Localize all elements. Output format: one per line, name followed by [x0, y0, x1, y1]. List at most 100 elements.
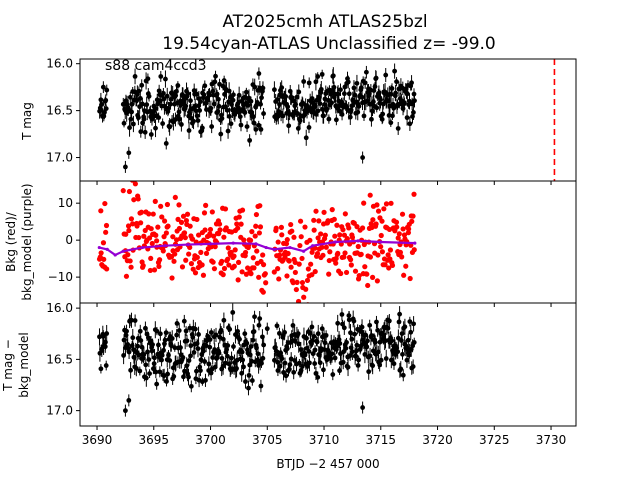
bkg-point — [247, 237, 254, 243]
bkg-point — [120, 188, 126, 194]
data-point — [318, 86, 324, 92]
bkg-point — [403, 263, 409, 269]
data-point — [338, 87, 343, 93]
data-point — [364, 344, 370, 350]
bkg-point — [131, 197, 137, 203]
data-point — [163, 76, 168, 82]
data-point — [190, 334, 196, 340]
data-point — [230, 97, 236, 103]
data-point — [249, 358, 255, 364]
bkg-point — [329, 207, 335, 213]
data-point — [335, 320, 341, 326]
bkg-point — [134, 223, 140, 229]
bkg-point — [176, 202, 182, 208]
bkg-point — [146, 211, 152, 217]
data-point — [370, 99, 376, 105]
data-point — [240, 357, 246, 363]
bkg-point — [169, 275, 175, 281]
bkg-point — [98, 250, 104, 256]
data-point — [250, 337, 256, 343]
bkg-point — [221, 265, 228, 272]
data-point — [328, 356, 334, 362]
bkg-point — [132, 169, 137, 174]
bkg-model-point — [254, 242, 258, 246]
bkg-point — [379, 249, 385, 255]
bkg-point — [367, 254, 374, 260]
data-point — [258, 383, 264, 389]
data-point — [255, 351, 261, 357]
data-point — [212, 347, 218, 352]
bkg-point — [217, 227, 223, 233]
data-point — [346, 91, 352, 97]
data-point — [383, 72, 389, 78]
data-point — [275, 359, 281, 365]
bkg-point — [202, 227, 208, 233]
bkg-point — [301, 294, 307, 300]
data-point — [157, 369, 163, 375]
bkg-point — [253, 211, 260, 218]
bkg-point — [123, 273, 130, 279]
bkg-point — [362, 264, 368, 270]
bkg-point — [181, 230, 188, 236]
data-point — [177, 116, 183, 122]
bkg-point — [282, 254, 288, 260]
data-point — [169, 336, 175, 341]
bkg-point — [284, 273, 290, 279]
data-point — [365, 338, 370, 344]
data-point — [159, 357, 164, 363]
data-point — [366, 369, 372, 375]
data-point — [349, 349, 355, 355]
data-point — [374, 105, 380, 111]
data-point — [389, 86, 395, 91]
data-point — [401, 100, 407, 106]
data-point — [306, 80, 312, 86]
data-point — [343, 345, 349, 351]
data-point — [172, 345, 178, 351]
data-point — [230, 310, 236, 315]
bkg-point — [239, 269, 245, 275]
data-point — [362, 352, 368, 357]
data-point — [129, 101, 135, 107]
data-point — [395, 126, 401, 131]
data-point — [129, 109, 134, 115]
bkg-point — [101, 256, 107, 262]
data-point — [184, 338, 190, 344]
data-point — [167, 358, 173, 363]
data-point — [253, 127, 259, 132]
data-point — [168, 101, 173, 107]
bkg-point — [288, 264, 294, 270]
bkg-point — [238, 221, 244, 227]
data-point — [139, 101, 145, 107]
data-point — [175, 83, 181, 88]
bkg-point — [355, 243, 361, 250]
data-point — [185, 91, 191, 97]
data-point — [410, 364, 416, 369]
bkg-point — [127, 258, 133, 264]
data-point — [345, 79, 351, 85]
data-point — [329, 88, 335, 94]
bkg-point — [374, 278, 380, 284]
data-point — [150, 342, 155, 347]
data-point — [257, 316, 263, 322]
bkg-point — [257, 203, 263, 209]
data-point — [101, 110, 107, 115]
data-point — [129, 317, 134, 323]
data-point — [273, 348, 279, 354]
data-point — [400, 351, 405, 357]
data-point — [260, 85, 266, 91]
bkg-point — [260, 252, 266, 258]
data-point — [247, 362, 253, 368]
data-point — [398, 366, 404, 372]
data-point — [313, 371, 319, 376]
data-point — [158, 74, 164, 79]
data-point — [346, 317, 352, 323]
data-point — [348, 107, 354, 113]
bkg-point — [304, 277, 311, 284]
data-point — [372, 84, 378, 90]
data-point — [411, 340, 417, 345]
data-point — [315, 108, 321, 114]
data-point — [225, 128, 231, 134]
bkg-point — [216, 221, 223, 227]
data-point — [388, 120, 394, 126]
bkg-point — [211, 266, 218, 272]
